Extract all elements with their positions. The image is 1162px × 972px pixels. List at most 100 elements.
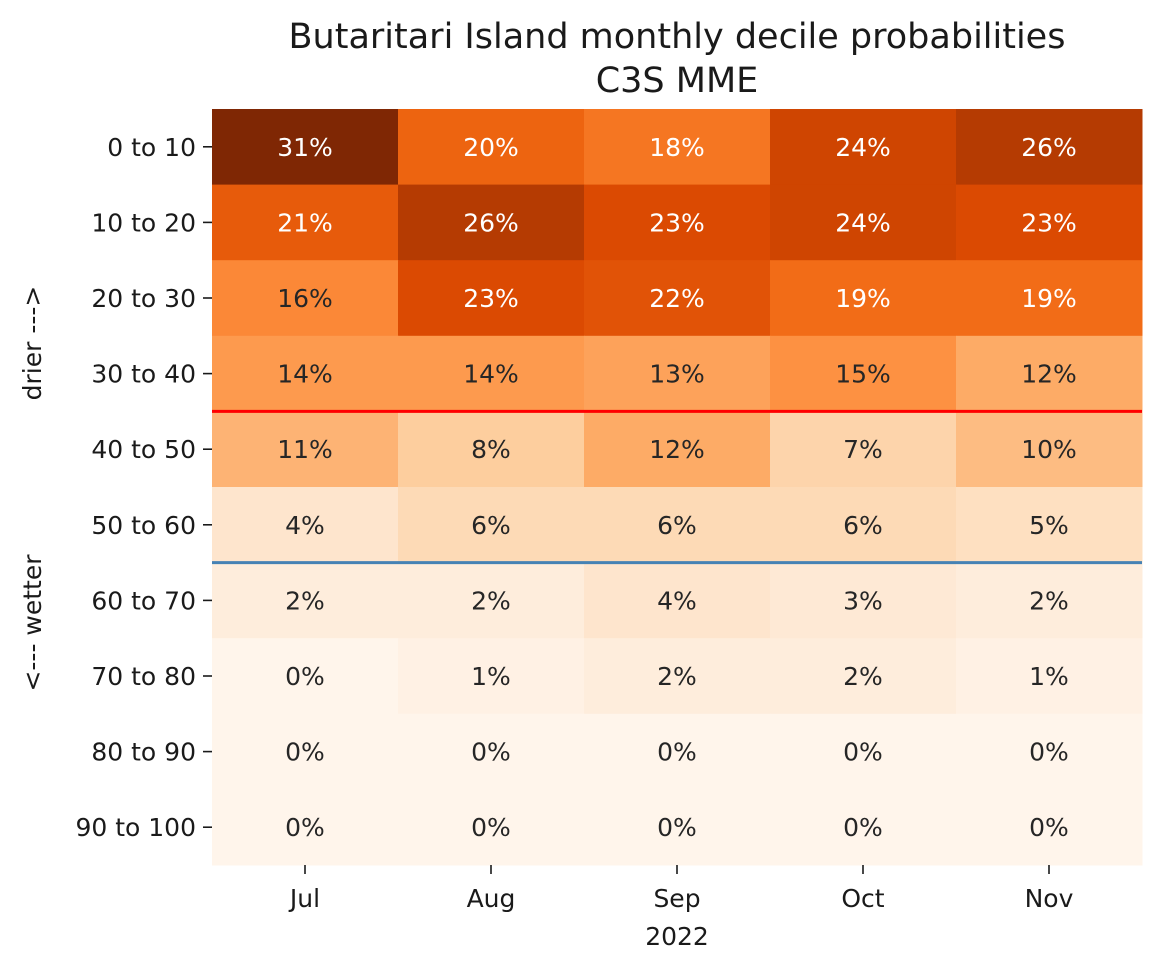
y-tick-label: 70 to 80 [91,662,196,691]
heatmap-cell [584,411,771,488]
heatmap-cell [956,562,1143,639]
heatmap-cell [956,638,1143,715]
heatmap-cell [398,562,585,639]
y-axis-label-wetter: <--- wetter [18,554,47,692]
x-tick-label: Jul [288,884,320,913]
cell-value-label: 13% [649,360,705,389]
cell-value-label: 1% [1029,662,1069,691]
cell-value-label: 11% [277,435,333,464]
cell-value-label: 0% [843,738,883,767]
cell-value-label: 0% [657,813,697,842]
y-tick-label: 30 to 40 [91,360,196,389]
cell-value-label: 2% [1029,586,1069,615]
heatmap-cell [212,184,399,261]
heatmap-cell [584,638,771,715]
cell-value-label: 24% [835,133,891,162]
heatmap-cell [212,562,399,639]
cell-value-label: 6% [471,511,511,540]
heatmap-cell [212,638,399,715]
y-axis-ticks: 0 to 10 10 to 20 20 to 30 30 to 40 40 to 50 5… [75,133,212,842]
y-tick-label: 20 to 30 [91,284,196,313]
cell-value-label: 0% [285,813,325,842]
heatmap-cell [398,789,585,866]
heatmap-cell [212,411,399,488]
heatmap-cell [212,789,399,866]
cell-value-label: 4% [285,511,325,540]
cell-value-label: 12% [649,435,705,464]
heatmap-cell [584,335,771,412]
x-tick-label: Sep [653,884,700,913]
cell-value-label: 14% [463,360,519,389]
cell-value-label: 7% [843,435,883,464]
heatmap-cell [770,260,957,337]
cell-value-label: 23% [463,284,519,313]
cell-value-label: 19% [1021,284,1077,313]
cell-value-label: 12% [1021,360,1077,389]
cell-value-label: 0% [843,813,883,842]
heatmap-cell [212,713,399,790]
cell-value-label: 0% [471,813,511,842]
heatmap-cell [584,789,771,866]
heatmap-cell [770,184,957,261]
heatmap-cell [398,184,585,261]
cell-value-label: 20% [463,133,519,162]
heatmap-cell [398,713,585,790]
cell-value-label: 0% [285,662,325,691]
cell-value-label: 19% [835,284,891,313]
heatmap-cell [956,260,1143,337]
cell-value-label: 21% [277,208,333,237]
heatmap-cell [584,713,771,790]
heatmap-cell [212,335,399,412]
heatmap-cell [956,487,1143,564]
y-tick-label: 60 to 70 [91,586,196,615]
heatmap-cell [770,713,957,790]
heatmap-cell [584,487,771,564]
cell-value-label: 26% [463,208,519,237]
heatmap-cell [956,335,1143,412]
heatmap-cell [956,109,1143,186]
cell-value-label: 5% [1029,511,1069,540]
y-tick-label: 0 to 10 [107,133,196,162]
heatmap-cell [770,789,957,866]
cell-value-label: 2% [843,662,883,691]
y-tick-label: 90 to 100 [75,813,196,842]
heatmap-cell [584,109,771,186]
y-axis-label-drier: drier ---> [18,286,47,401]
chart-title: Butaritari Island monthly decile probabi… [289,17,1066,57]
y-tick-label: 40 to 50 [91,435,196,464]
heatmap-cell [398,335,585,412]
heatmap-cell [956,184,1143,261]
chart-subtitle: C3S MME [596,61,759,101]
cell-value-label: 15% [835,360,891,389]
cell-value-label: 0% [1029,738,1069,767]
x-axis-ticks: Jul Aug Sep Oct Nov [288,865,1074,913]
cell-value-label: 26% [1021,133,1077,162]
cell-value-label: 8% [471,435,511,464]
y-tick-label: 50 to 60 [91,511,196,540]
cell-value-label: 4% [657,586,697,615]
cell-value-label: 0% [1029,813,1069,842]
x-tick-label: Nov [1025,884,1074,913]
heatmap-cell [398,638,585,715]
heatmap-cell [956,713,1143,790]
x-axis-label: 2022 [645,922,709,951]
heatmap-cell [770,411,957,488]
cell-value-label: 24% [835,208,891,237]
heatmap-cell [212,260,399,337]
heatmap-cells: 31% 20% 18% 24% 26% 21% 26% 23% 24% 23% 16% 23% 22% 1… [212,109,1143,866]
x-tick-label: Oct [841,884,884,913]
heatmap-cell [212,109,399,186]
heatmap-cell [956,789,1143,866]
cell-value-label: 6% [843,511,883,540]
cell-value-label: 2% [657,662,697,691]
cell-value-label: 2% [285,586,325,615]
heatmap-cell [398,109,585,186]
cell-value-label: 23% [1021,208,1077,237]
cell-value-label: 2% [471,586,511,615]
divider-lines [212,409,1142,565]
heatmap-cell [584,562,771,639]
cell-value-label: 10% [1021,435,1077,464]
heatmap-cell [770,562,957,639]
heatmap-cell [584,184,771,261]
